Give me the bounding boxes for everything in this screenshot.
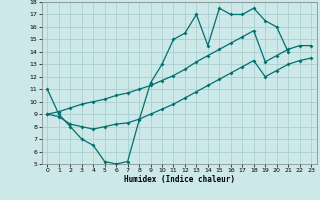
X-axis label: Humidex (Indice chaleur): Humidex (Indice chaleur)	[124, 175, 235, 184]
